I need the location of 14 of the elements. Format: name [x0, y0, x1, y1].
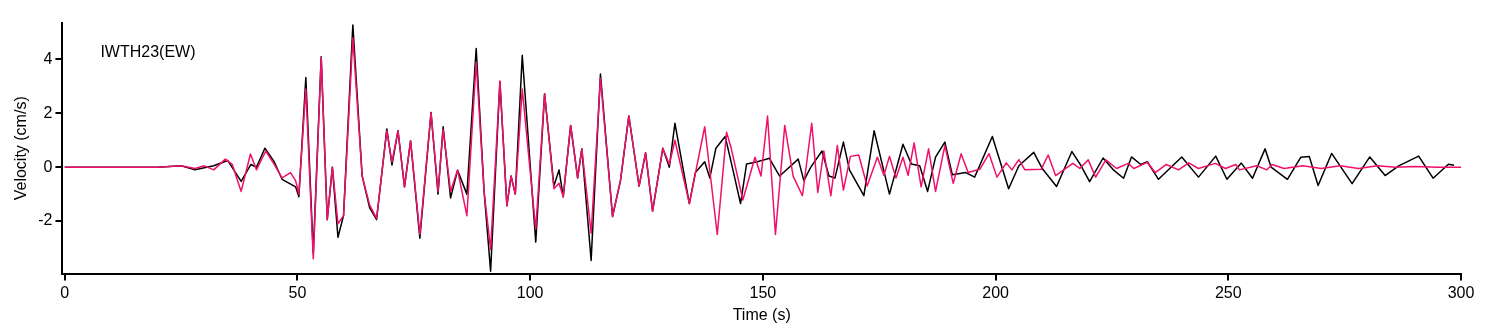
- y-tick-label: 4: [43, 49, 53, 67]
- y-tick-label: 2: [43, 103, 53, 121]
- y-tick-label: -2: [38, 211, 53, 229]
- x-tick-label: 100: [516, 283, 544, 301]
- x-tick-label: 300: [1447, 283, 1475, 301]
- annotation: IWTH23(EW): [100, 43, 196, 61]
- x-tick-label: 50: [288, 283, 307, 301]
- y-axis-title: Velocity (cm/s): [12, 96, 30, 201]
- x-axis-title: Time (s): [732, 305, 791, 323]
- x-tick-label: 200: [982, 283, 1010, 301]
- x-tick-label: 0: [60, 283, 70, 301]
- y-tick-label: 0: [43, 157, 53, 175]
- x-tick-label: 150: [749, 283, 777, 301]
- x-tick-label: 250: [1214, 283, 1242, 301]
